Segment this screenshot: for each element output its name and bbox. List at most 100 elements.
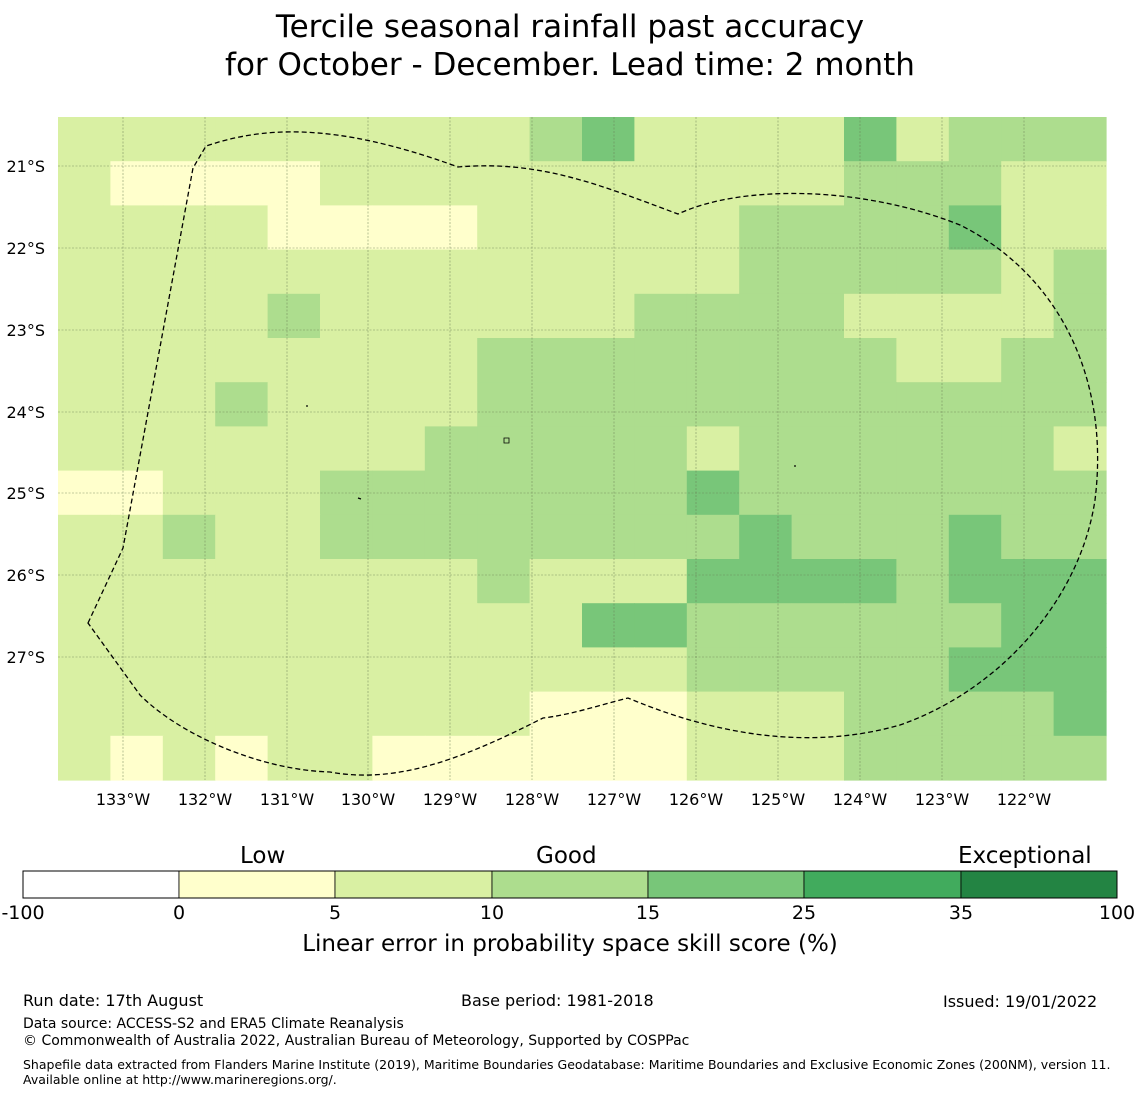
skill-cell — [739, 426, 793, 472]
skill-cell — [896, 559, 950, 604]
skill-cell — [634, 205, 688, 251]
skill-cell — [424, 426, 478, 472]
skill-cell — [529, 603, 583, 648]
skill-cell — [791, 293, 845, 339]
skill-cell — [791, 735, 845, 781]
skill-cell — [58, 514, 111, 560]
longitude-label: 130°W — [341, 790, 396, 809]
skill-cell — [320, 338, 373, 383]
colorbar-segment — [803, 870, 962, 899]
skill-cell — [686, 293, 740, 339]
longitude-label: 132°W — [178, 790, 233, 809]
skill-cell — [529, 647, 583, 693]
skill-cell — [1053, 514, 1107, 560]
skill-cell — [739, 514, 793, 560]
skill-cell — [215, 161, 269, 206]
colorbar-tick: 10 — [479, 902, 505, 924]
skill-cell — [162, 559, 216, 604]
skill-cell — [896, 205, 950, 251]
skill-cell — [634, 691, 688, 737]
skill-cell — [162, 205, 216, 251]
skill-cell — [791, 249, 845, 295]
skill-cell — [424, 691, 478, 737]
skill-cell — [424, 338, 478, 383]
skill-cell — [686, 603, 740, 648]
skill-cell — [844, 735, 897, 781]
skill-cell — [424, 735, 478, 781]
skill-cell — [1053, 426, 1107, 472]
eez-boundary — [87, 131, 1099, 776]
skill-cell — [1053, 691, 1107, 737]
longitude-label: 124°W — [833, 790, 888, 809]
skill-cell — [948, 293, 1002, 339]
skill-cell — [162, 426, 216, 472]
skill-cell — [215, 382, 269, 427]
skill-cell — [267, 647, 321, 693]
skill-cell — [58, 117, 111, 162]
skill-cell — [320, 691, 373, 737]
skill-cell — [477, 382, 531, 427]
skill-cell — [948, 603, 1002, 648]
skill-cell — [739, 205, 793, 251]
skill-cell — [896, 735, 950, 781]
skill-cell — [320, 426, 373, 472]
skill-cell — [634, 117, 688, 162]
skill-cell — [686, 514, 740, 560]
skill-cell — [1001, 603, 1055, 648]
skill-cell — [267, 161, 321, 206]
skill-cell — [844, 249, 897, 295]
skill-cell — [948, 117, 1002, 162]
skill-cell — [372, 603, 426, 648]
skill-cell — [110, 691, 164, 737]
skill-cell — [634, 647, 688, 693]
longitude-label: 131°W — [260, 790, 315, 809]
skill-cell — [162, 603, 216, 648]
skill-cell — [267, 426, 321, 472]
skill-cell — [58, 735, 111, 781]
skill-cell — [791, 514, 845, 560]
skill-cell — [477, 161, 531, 206]
skill-cell — [1053, 293, 1107, 339]
skill-cell — [948, 559, 1002, 604]
skill-cell — [267, 514, 321, 560]
skill-cell — [686, 117, 740, 162]
skill-cell — [739, 691, 793, 737]
skill-cell — [896, 293, 950, 339]
colorbar-tick: -100 — [1, 902, 45, 924]
skill-cell — [110, 647, 164, 693]
skill-cell — [791, 647, 845, 693]
skill-cell — [896, 647, 950, 693]
skill-cell — [791, 691, 845, 737]
colorbar-tick: 5 — [328, 902, 342, 924]
skill-cell — [477, 117, 531, 162]
skill-cell — [686, 249, 740, 295]
skill-cell — [686, 161, 740, 206]
skill-cell — [320, 205, 373, 251]
skill-cell — [1001, 514, 1055, 560]
skill-cell — [215, 691, 269, 737]
skill-cell — [1001, 161, 1055, 206]
colorbar-label-exceptional: Exceptional — [958, 843, 1092, 869]
colorbar-title: Linear error in probability space skill … — [302, 931, 838, 957]
skill-cell — [582, 161, 635, 206]
skill-cell — [267, 382, 321, 427]
skill-cell — [424, 647, 478, 693]
skill-cell — [634, 338, 688, 383]
skill-cell — [739, 647, 793, 693]
skill-cell — [424, 117, 478, 162]
skill-cell — [634, 735, 688, 781]
skill-cell — [791, 603, 845, 648]
skill-cell — [320, 161, 373, 206]
skill-cell — [267, 205, 321, 251]
skill-cell — [58, 161, 111, 206]
skill-cell — [844, 647, 897, 693]
skill-cell — [686, 382, 740, 427]
skill-cell — [896, 691, 950, 737]
skill-cell — [791, 559, 845, 604]
skill-cell — [529, 559, 583, 604]
skill-cell — [1001, 735, 1055, 781]
skill-cell — [372, 117, 426, 162]
longitude-label: 128°W — [505, 790, 560, 809]
skill-cell — [372, 161, 426, 206]
